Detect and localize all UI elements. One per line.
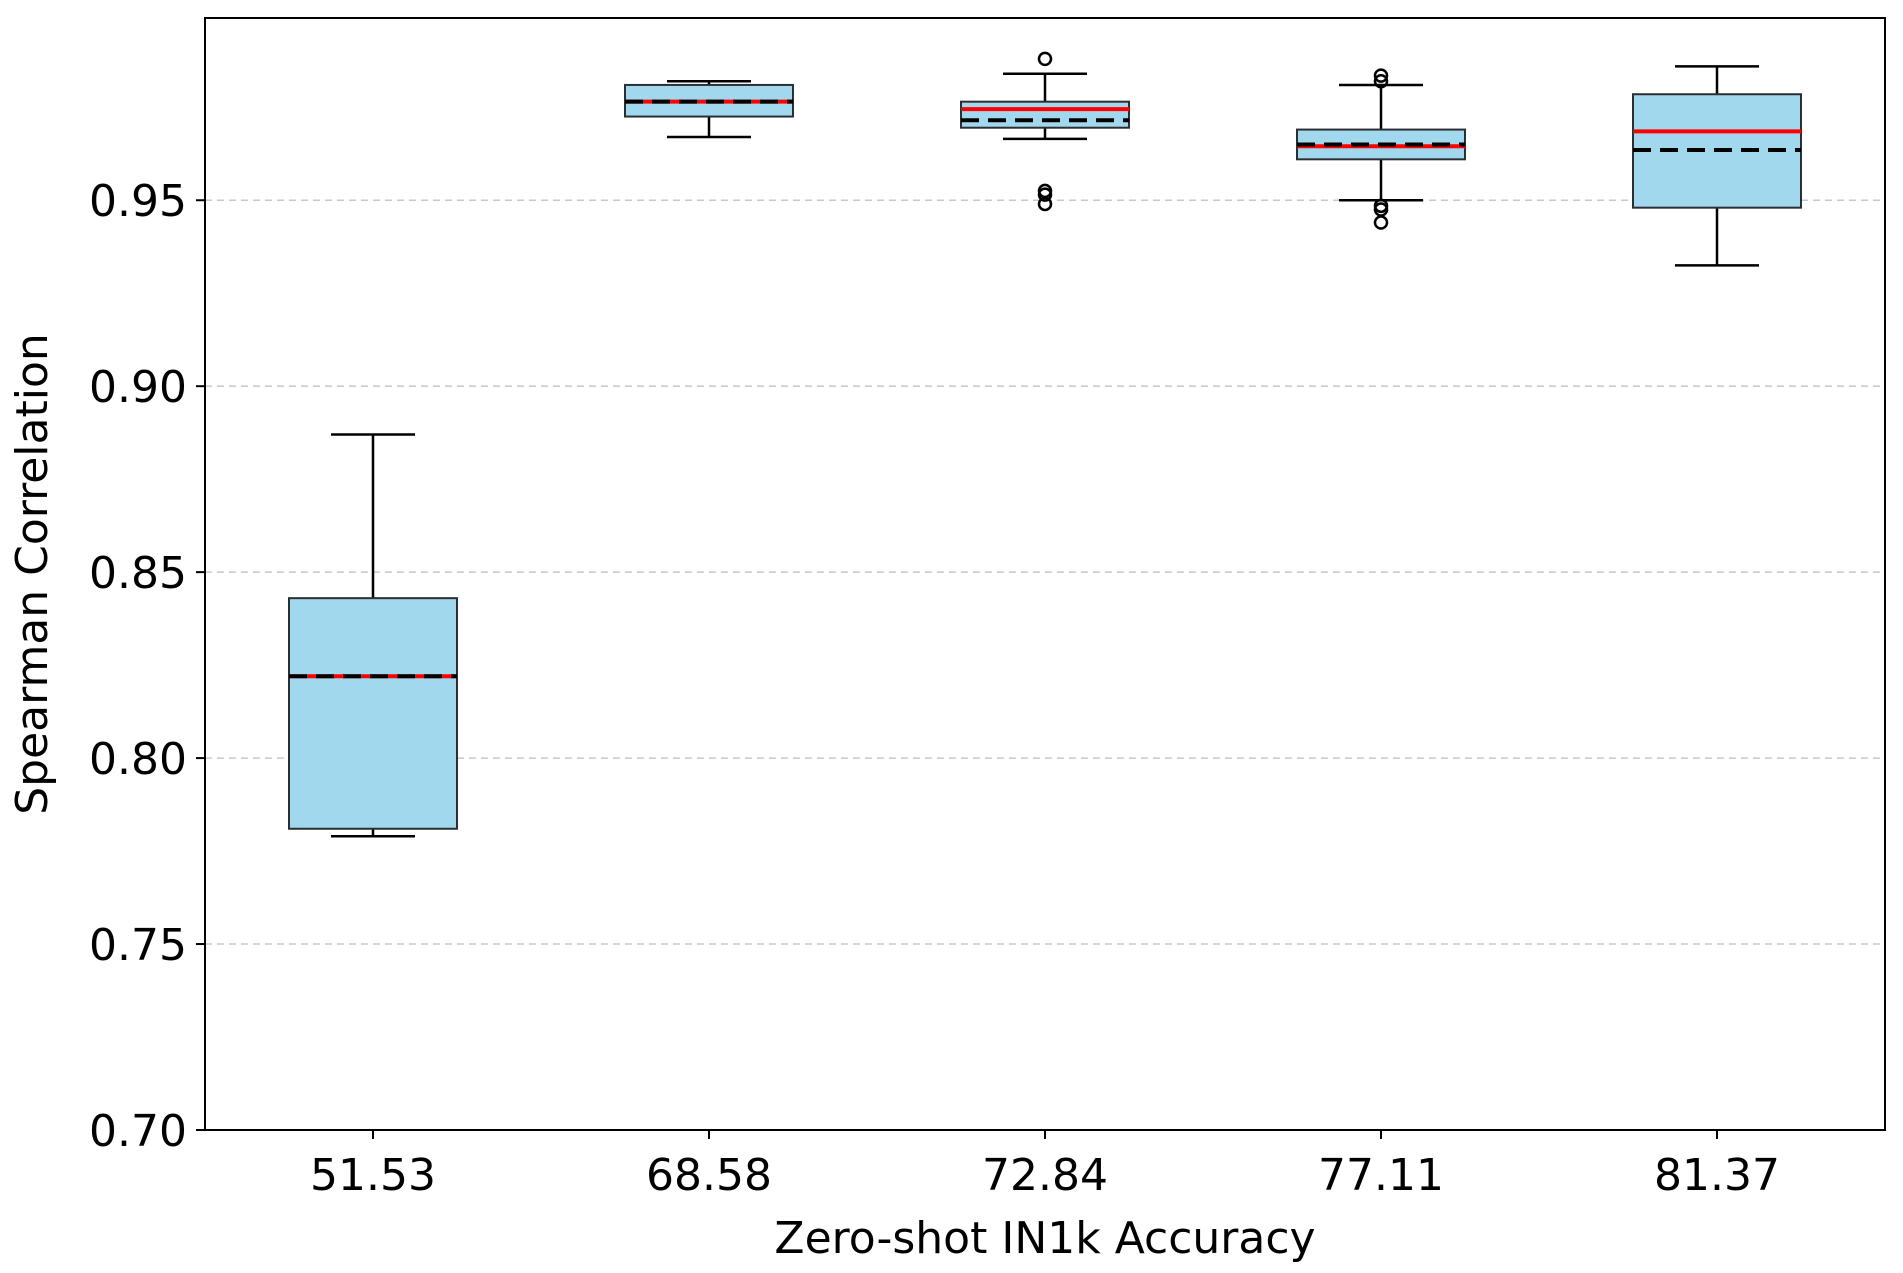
box-group [960,51,1130,212]
y-tick-label: 0.85 [89,548,187,599]
x-axis-label: Zero-shot IN1k Accuracy [774,1213,1315,1264]
outlier-point [1373,68,1389,83]
grid-layer [205,199,1885,945]
outlier-point [1373,215,1389,230]
y-tick-label: 0.95 [89,176,187,227]
box-group [288,433,458,838]
outlier-point [1373,73,1389,89]
x-tick-label: 81.37 [1654,1150,1780,1201]
outlier-point [1037,196,1053,212]
x-tick-label: 72.84 [982,1150,1108,1201]
outlier-point [1037,51,1053,67]
x-axis-ticks: 51.53 68.58 72.84 77.11 81.37 [310,1130,1780,1201]
y-tick-label: 0.80 [89,734,187,785]
y-tick-label: 0.90 [89,362,187,413]
outlier-point [1037,187,1053,202]
box-iqr [288,597,458,830]
y-tick-label: 0.75 [89,920,187,971]
x-tick-label: 77.11 [1318,1150,1444,1201]
boxes-layer [288,51,1802,838]
box-iqr [960,100,1130,129]
box-group [624,79,794,139]
y-axis-label: Spearman Correlation [7,333,58,815]
y-axis-ticks: 0.70 0.75 0.80 0.85 0.90 0.95 [89,176,205,1157]
x-tick-label: 51.53 [310,1150,436,1201]
box-group [1296,68,1466,230]
y-tick-label: 0.70 [89,1106,187,1157]
x-tick-label: 68.58 [646,1150,772,1201]
box-group [1632,65,1802,267]
